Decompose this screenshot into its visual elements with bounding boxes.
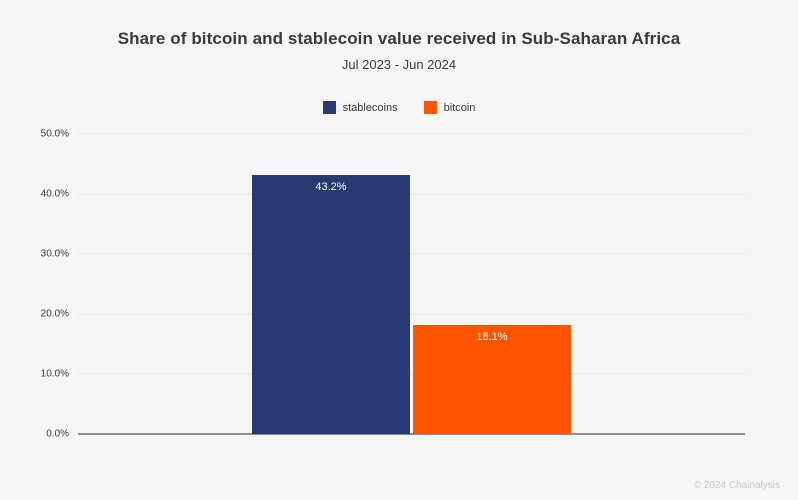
plot-area: 43.2% 18.1% 0.0% 10.0% 20.0% 30.0% 40.0% 50.0%	[41, 129, 745, 440]
bar-bitcoin[interactable]: 18.1%	[413, 325, 571, 434]
legend-label: bitcoin	[443, 101, 476, 114]
legend-swatch-icon	[423, 101, 437, 114]
gridline	[78, 313, 745, 315]
y-tick-label: 40.0%	[40, 188, 69, 200]
legend-label: stablecoins	[342, 101, 398, 114]
bar-stablecoins[interactable]: 43.2%	[252, 174, 410, 434]
legend-item-bitcoin[interactable]: bitcoin	[423, 101, 476, 114]
copyright-note: © 2024 Chainalysis	[693, 480, 780, 491]
y-tick-label: 10.0%	[40, 368, 69, 380]
y-tick-label: 20.0%	[40, 308, 69, 320]
bar-value-label: 18.1%	[476, 331, 508, 344]
y-tick-label: 30.0%	[40, 248, 69, 260]
gridline	[78, 193, 745, 195]
gridline	[78, 133, 745, 135]
legend: stablecoins bitcoin	[0, 101, 798, 114]
y-tick-label: 0.0%	[46, 428, 69, 440]
gridline	[78, 253, 745, 255]
bar-value-label: 43.2%	[315, 180, 347, 193]
chart-subtitle: Jul 2023 - Jun 2024	[341, 57, 457, 72]
y-tick-label: 50.0%	[40, 128, 69, 140]
chart-title: Share of bitcoin and stablecoin value re…	[117, 29, 681, 48]
legend-item-stablecoins[interactable]: stablecoins	[322, 101, 398, 114]
gridline	[78, 373, 745, 375]
bars: 43.2% 18.1%	[78, 134, 745, 434]
x-axis-line	[78, 433, 745, 435]
legend-swatch-icon	[322, 101, 336, 114]
